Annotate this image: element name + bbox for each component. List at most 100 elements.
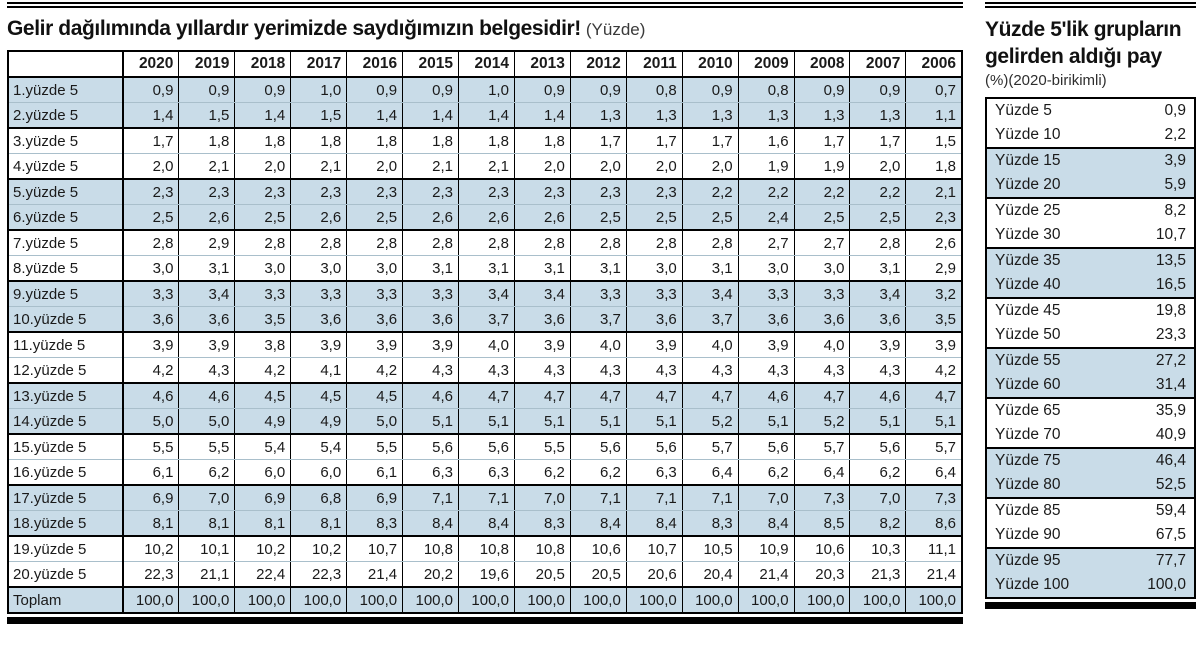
value-cell: 4,0 <box>569 332 627 358</box>
value-cell: 5,6 <box>625 434 683 460</box>
value-cell: 3,9 <box>290 332 347 358</box>
value-cell: 4,7 <box>458 383 515 409</box>
value-cell: 6,1 <box>346 459 403 486</box>
share-value: 10,7 <box>1090 223 1195 249</box>
value-cell: 1,8 <box>513 128 571 154</box>
value-cell: 7,1 <box>681 485 739 511</box>
value-cell: 8,4 <box>737 510 795 537</box>
value-cell: 3,3 <box>569 281 627 307</box>
value-cell: 2,2 <box>793 179 850 205</box>
group-label: Yüzde 70 <box>986 423 1091 449</box>
value-cell: 2,5 <box>569 204 627 231</box>
year-header: 2019 <box>178 51 235 78</box>
row-label: 14.yüzde 5 <box>8 408 123 435</box>
table-row: 11.yüzde 5 3,9 3,9 3,8 3,9 3,9 3,9 4,0 3,9 4,0 3,9… <box>8 332 962 358</box>
value-cell: 3,6 <box>290 306 347 333</box>
value-cell: 3,9 <box>849 332 906 358</box>
page-title: Gelir dağılımında yıllardır yerimizde sa… <box>7 17 581 40</box>
value-cell: 5,2 <box>681 408 739 435</box>
value-cell: 5,0 <box>122 408 179 435</box>
sidebar-column: Yüzde 5'lik grupların gelirden aldığı pa… <box>985 0 1196 609</box>
value-cell: 10,5 <box>681 536 739 562</box>
value-cell: 4,3 <box>458 357 515 384</box>
value-cell: 3,7 <box>569 306 627 333</box>
value-cell: 1,7 <box>849 128 906 154</box>
value-cell: 2,3 <box>513 179 571 205</box>
value-cell: 1,8 <box>402 128 459 154</box>
value-cell: 0,9 <box>793 77 850 103</box>
value-cell: 1,7 <box>793 128 850 154</box>
value-cell: 3,6 <box>625 306 683 333</box>
value-cell: 2,8 <box>681 230 739 256</box>
table-row: 19.yüzde 5 10,2 10,1 10,2 10,2 10,7 10,8 10,8 10… <box>8 536 962 562</box>
value-cell: 100,0 <box>569 587 627 613</box>
year-header-row: 2020 2019 2018 2017 2016 2015 2014 2013 2012 2011… <box>8 51 962 78</box>
year-header: 2014 <box>458 51 515 78</box>
value-cell: 2,1 <box>402 153 459 180</box>
value-cell: 3,7 <box>458 306 515 333</box>
table-row: Yüzde 25 8,2 <box>986 198 1195 223</box>
value-cell: 4,5 <box>346 383 403 409</box>
value-cell: 21,1 <box>178 561 235 588</box>
value-cell: 5,5 <box>346 434 403 460</box>
value-cell: 4,7 <box>793 383 850 409</box>
value-cell: 8,5 <box>793 510 850 537</box>
value-cell: 100,0 <box>178 587 235 613</box>
group-label: Yüzde 20 <box>986 173 1091 199</box>
headline-row: Gelir dağılımında yıllardır yerimizde sa… <box>7 17 963 41</box>
value-cell: 1,5 <box>290 102 347 129</box>
value-cell: 6,2 <box>737 459 795 486</box>
value-cell: 4,3 <box>178 357 235 384</box>
value-cell: 1,4 <box>346 102 403 129</box>
value-cell: 0,8 <box>625 77 683 103</box>
value-cell: 10,6 <box>569 536 627 562</box>
value-cell: 2,3 <box>346 179 403 205</box>
group-label: Yüzde 40 <box>986 273 1091 299</box>
value-cell: 3,6 <box>346 306 403 333</box>
value-cell: 4,2 <box>905 357 962 384</box>
value-cell: 21,4 <box>737 561 795 588</box>
table-row: 1.yüzde 5 0,9 0,9 0,9 1,0 0,9 0,9 1,0 0,9 0,9 0,8 0… <box>8 77 962 103</box>
value-cell: 11,1 <box>905 536 962 562</box>
bottom-rule <box>7 617 963 624</box>
value-cell: 20,2 <box>402 561 459 588</box>
value-cell: 1,7 <box>122 128 179 154</box>
row-label: 6.yüzde 5 <box>8 204 123 231</box>
value-cell: 3,4 <box>681 281 739 307</box>
table-row: 4.yüzde 5 2,0 2,1 2,0 2,1 2,0 2,1 2,1 2,0 2,0 2,0 2… <box>8 153 962 180</box>
share-value: 40,9 <box>1090 423 1195 449</box>
table-row: 13.yüzde 5 4,6 4,6 4,5 4,5 4,5 4,6 4,7 4,7 4,7 4,7… <box>8 383 962 409</box>
value-cell: 4,3 <box>681 357 739 384</box>
group-label: Yüzde 90 <box>986 523 1091 549</box>
share-value: 19,8 <box>1155 302 1186 319</box>
table-row: Yüzde 70 40,9 <box>986 423 1195 449</box>
group-label: Yüzde 35 <box>995 252 1061 269</box>
value-cell: 5,6 <box>402 434 459 460</box>
table-row: Yüzde 90 67,5 <box>986 523 1195 549</box>
value-cell: 3,0 <box>290 255 347 282</box>
value-cell: 100,0 <box>122 587 179 613</box>
row-label: 1.yüzde 5 <box>8 77 123 103</box>
value-cell: 4,9 <box>234 408 291 435</box>
year-header: 2013 <box>513 51 571 78</box>
table-row: Yüzde 95 77,7 <box>986 548 1195 573</box>
row-label: 5.yüzde 5 <box>8 179 123 205</box>
year-header: 2012 <box>569 51 627 78</box>
value-cell: 1,8 <box>290 128 347 154</box>
value-cell: 4,2 <box>234 357 291 384</box>
value-cell: 2,6 <box>290 204 347 231</box>
value-cell: 6,3 <box>625 459 683 486</box>
value-cell: 20,4 <box>681 561 739 588</box>
value-cell: 3,6 <box>849 306 906 333</box>
value-cell: 2,8 <box>513 230 571 256</box>
value-cell: 4,3 <box>849 357 906 384</box>
year-header: 2020 <box>122 51 179 78</box>
table-row: 15.yüzde 5 5,5 5,5 5,4 5,4 5,5 5,6 5,6 5,5 5,6 5,6… <box>8 434 962 460</box>
table-row: 12.yüzde 5 4,2 4,3 4,2 4,1 4,2 4,3 4,3 4,3 4,3 4,3… <box>8 357 962 384</box>
value-cell: 3,5 <box>905 306 962 333</box>
row-label: Toplam <box>13 591 62 609</box>
value-cell: 3,0 <box>122 255 179 282</box>
value-cell: 10,6 <box>793 536 850 562</box>
value-cell: 8,4 <box>458 510 515 537</box>
value-cell: 3,6 <box>793 306 850 333</box>
